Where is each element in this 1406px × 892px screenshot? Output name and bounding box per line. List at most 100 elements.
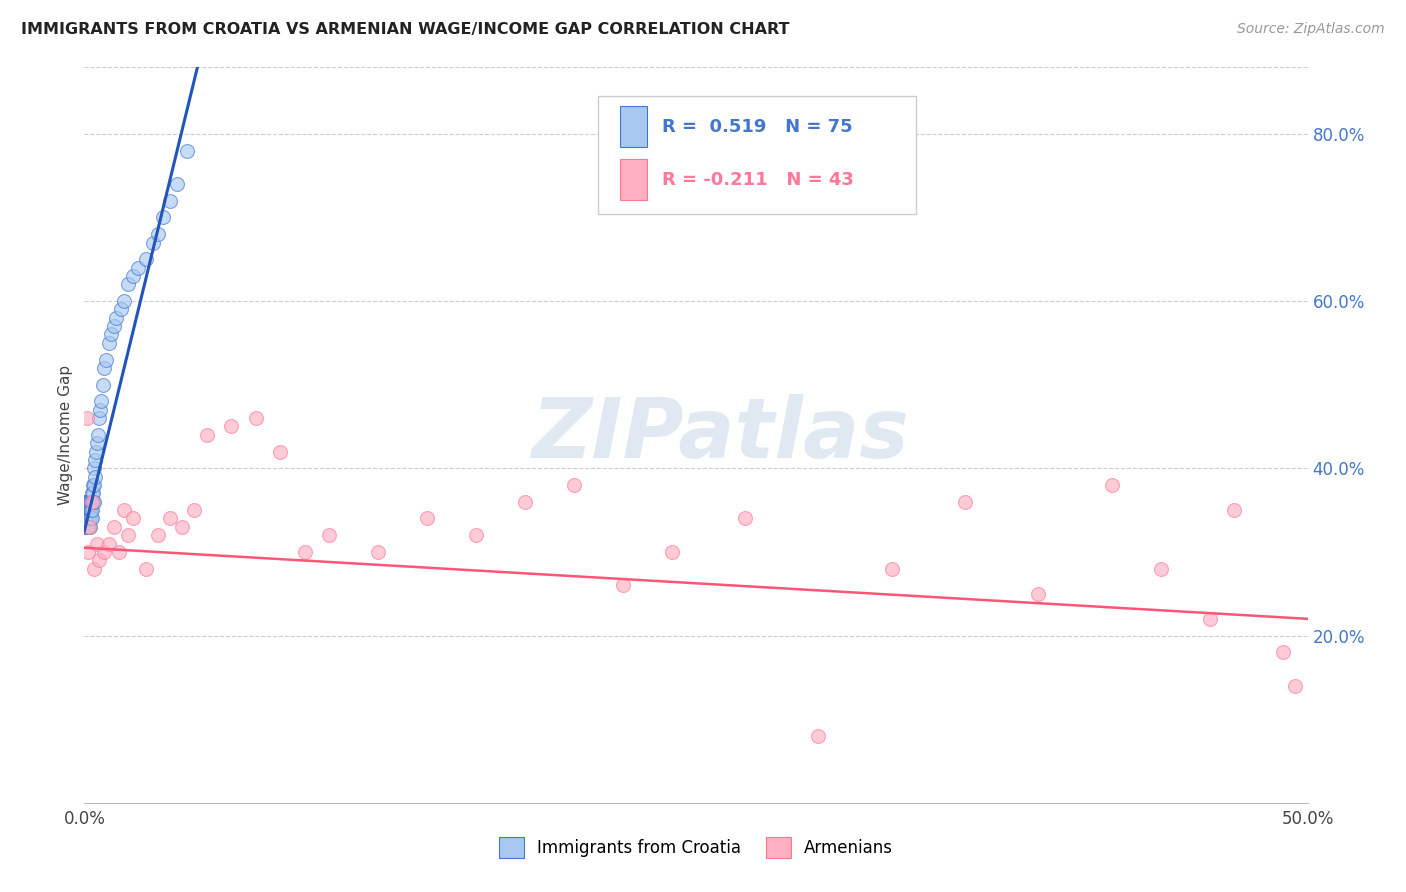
Point <box>75 503 97 517</box>
Point <box>76 503 98 517</box>
FancyBboxPatch shape <box>598 96 917 214</box>
Point <box>83 469 105 483</box>
Point <box>79 520 101 534</box>
Point <box>159 194 181 208</box>
Point <box>152 211 174 225</box>
Point <box>82 503 104 517</box>
Point <box>76 494 98 508</box>
Point <box>75 494 97 508</box>
Point <box>953 494 976 508</box>
Text: R = -0.211   N = 43: R = -0.211 N = 43 <box>662 170 853 189</box>
Point <box>83 461 105 475</box>
Point <box>135 562 157 576</box>
Point <box>112 293 135 308</box>
Point <box>880 562 903 576</box>
Point <box>195 427 218 442</box>
Point <box>127 260 149 275</box>
Point <box>734 511 756 525</box>
Point <box>90 394 112 409</box>
Point <box>79 511 101 525</box>
Point <box>612 578 634 592</box>
Point <box>79 503 101 517</box>
Text: ZIPatlas: ZIPatlas <box>531 394 910 475</box>
Point <box>183 503 205 517</box>
Point <box>80 494 103 508</box>
Point <box>172 520 194 534</box>
Point <box>135 252 157 267</box>
Point <box>82 478 104 492</box>
Point <box>77 520 100 534</box>
Point <box>76 511 98 525</box>
Point <box>75 520 97 534</box>
Point <box>1272 645 1295 659</box>
Point <box>91 377 114 392</box>
Legend: Immigrants from Croatia, Armenians: Immigrants from Croatia, Armenians <box>492 830 900 864</box>
Point <box>294 545 316 559</box>
Point <box>416 511 439 525</box>
Point <box>513 494 536 508</box>
Point <box>142 235 165 250</box>
Point <box>166 177 188 191</box>
Point <box>83 562 105 576</box>
Point <box>76 411 98 425</box>
Text: IMMIGRANTS FROM CROATIA VS ARMENIAN WAGE/INCOME GAP CORRELATION CHART: IMMIGRANTS FROM CROATIA VS ARMENIAN WAGE… <box>21 22 790 37</box>
Point <box>1198 612 1220 626</box>
Point <box>77 520 100 534</box>
Point <box>77 494 100 508</box>
Point <box>76 511 98 525</box>
Point <box>82 486 104 500</box>
Point <box>77 520 100 534</box>
Point <box>97 536 120 550</box>
Point <box>83 478 105 492</box>
Point <box>96 352 118 367</box>
Point <box>146 227 169 241</box>
Point <box>87 553 110 567</box>
Point <box>93 545 115 559</box>
Text: Source: ZipAtlas.com: Source: ZipAtlas.com <box>1237 22 1385 37</box>
Point <box>80 511 103 525</box>
Point <box>75 494 97 508</box>
Point <box>82 486 104 500</box>
Point <box>1028 587 1050 601</box>
FancyBboxPatch shape <box>620 106 647 147</box>
Point <box>86 536 108 550</box>
Point <box>73 511 96 525</box>
Point <box>76 494 98 508</box>
Point <box>77 503 100 517</box>
Point <box>464 528 486 542</box>
Point <box>245 411 267 425</box>
Point <box>110 302 132 317</box>
Point <box>93 360 115 375</box>
Point <box>76 520 98 534</box>
Point <box>77 511 100 525</box>
Point <box>100 327 122 342</box>
Point <box>84 444 107 458</box>
Point <box>75 520 97 534</box>
Point <box>83 494 105 508</box>
Point <box>79 494 101 508</box>
Point <box>318 528 340 542</box>
Point <box>122 268 145 283</box>
Point <box>79 511 101 525</box>
Point <box>77 503 100 517</box>
Point <box>79 494 101 508</box>
Point <box>562 478 585 492</box>
Point <box>103 520 125 534</box>
Point <box>159 511 181 525</box>
Point <box>1284 679 1306 693</box>
Text: R =  0.519   N = 75: R = 0.519 N = 75 <box>662 118 852 136</box>
Point <box>77 511 100 525</box>
Y-axis label: Wage/Income Gap: Wage/Income Gap <box>58 365 73 505</box>
Point <box>80 511 103 525</box>
Point <box>117 277 139 292</box>
Point <box>103 319 125 334</box>
Point <box>80 494 103 508</box>
Point <box>107 545 129 559</box>
Point <box>1150 562 1173 576</box>
FancyBboxPatch shape <box>620 160 647 200</box>
Point <box>77 494 100 508</box>
Point <box>807 729 830 743</box>
Point <box>84 453 107 467</box>
Point <box>80 503 103 517</box>
Point <box>146 528 169 542</box>
